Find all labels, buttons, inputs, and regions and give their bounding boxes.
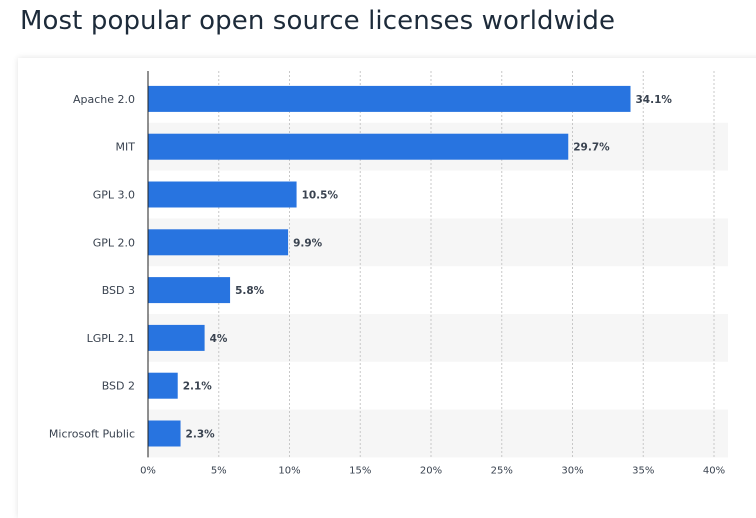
category-label: GPL 2.0: [93, 236, 135, 249]
x-tick-label: 35%: [632, 465, 654, 476]
category-label: BSD 3: [102, 284, 135, 297]
row-band: [148, 314, 728, 362]
bar: [148, 85, 631, 112]
value-label: 2.3%: [186, 429, 216, 441]
bar: [148, 372, 178, 399]
value-label: 4%: [210, 333, 228, 345]
value-label: 29.7%: [573, 142, 610, 154]
category-label: LGPL 2.1: [87, 332, 135, 345]
x-tick-label: 0%: [140, 465, 156, 476]
row-band: [148, 409, 728, 458]
category-label: Microsoft Public: [49, 428, 135, 441]
x-tick-label: 15%: [349, 465, 371, 476]
bar: [148, 229, 289, 256]
x-tick-label: 10%: [278, 465, 300, 476]
value-label: 2.1%: [183, 381, 213, 393]
bar-chart: Apache 2.0 34.1% MIT 29.7% GPL 3.0 10.5% GPL 2…: [49, 71, 728, 476]
value-label: 9.9%: [293, 237, 323, 249]
value-label: 5.8%: [235, 285, 265, 297]
x-tick-label: 5%: [211, 465, 227, 476]
value-label: 34.1%: [636, 94, 673, 106]
chart-card: Apache 2.0 34.1% MIT 29.7% GPL 3.0 10.5% GPL 2…: [18, 58, 756, 518]
page-title: Most popular open source licenses worldw…: [20, 6, 616, 36]
bar: [148, 133, 569, 160]
x-tick-label: 25%: [491, 465, 513, 476]
x-tick-label: 20%: [420, 465, 442, 476]
bar: [148, 324, 205, 351]
x-tick-label: 30%: [561, 465, 583, 476]
value-label: 10.5%: [302, 190, 339, 202]
x-tick-label: 40%: [703, 465, 725, 476]
category-label: BSD 2: [102, 380, 135, 393]
bar: [148, 277, 231, 304]
bar: [148, 181, 297, 208]
bar: [148, 420, 181, 447]
category-label: MIT: [116, 141, 136, 154]
category-label: Apache 2.0: [73, 93, 135, 106]
category-label: GPL 3.0: [93, 189, 135, 202]
